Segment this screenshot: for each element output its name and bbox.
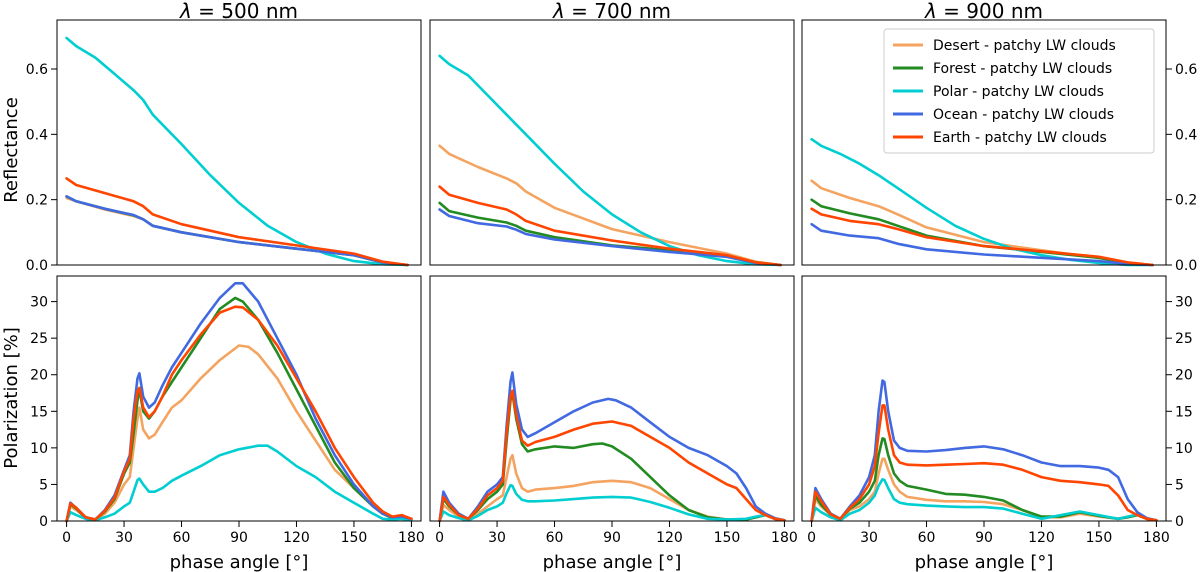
series-line-polar-r2c1 <box>65 444 413 523</box>
panel-title-700nm: λ = 700 nm <box>552 0 671 23</box>
y-tick-label-right-r1c3-2: 0.4 <box>1175 127 1197 143</box>
series-line-earth-r1c1 <box>65 177 409 267</box>
panel-frame-r1c2 <box>429 19 795 266</box>
x-tick-label-r2c3-30: 30 <box>860 530 878 546</box>
y-tick-label-left-r2c1-2: 10 <box>30 441 48 457</box>
series-line-polar-r1c1 <box>65 36 409 267</box>
series-line-polar-r2c3 <box>810 478 1158 523</box>
legend: Desert - patchy LW clouds Forest - patch… <box>883 28 1155 154</box>
x-tick-label-r2c2-0: 0 <box>435 530 444 546</box>
series-line-desert-r2c1 <box>65 344 413 523</box>
series-line-forest-r2c2 <box>438 391 786 523</box>
y-tick-label-right-r1c3-0: 0.0 <box>1175 258 1197 274</box>
x-tick-label-r2c1-30: 30 <box>115 530 133 546</box>
y-axis-title-reflectance: Reflectance <box>1 97 22 203</box>
x-tick-label-r2c1-0: 0 <box>62 530 71 546</box>
series-line-polar-r1c3 <box>810 137 1154 267</box>
y-tick-label-right-r2c3-6: 30 <box>1175 295 1193 311</box>
y-tick-label-left-r2c1-0: 0 <box>39 514 48 530</box>
y-tick-label-left-r2c1-4: 20 <box>30 368 48 384</box>
series-line-ocean-r1c3 <box>810 222 1154 267</box>
y-tick-label-right-r2c3-2: 10 <box>1175 441 1193 457</box>
x-tick-label-r2c3-150: 150 <box>1086 530 1113 546</box>
x-tick-label-r2c2-120: 120 <box>656 530 683 546</box>
series-line-polar-r1c2 <box>438 54 782 267</box>
legend-label-desert: Desert - patchy LW clouds <box>933 38 1116 54</box>
series-line-earth-r2c3 <box>810 404 1158 523</box>
y-tick-label-left-r2c1-1: 5 <box>39 477 48 493</box>
x-tick-label-r2c3-180: 180 <box>1143 530 1170 546</box>
y-tick-label-left-r2c1-5: 25 <box>30 331 48 347</box>
panel-frame-r2c1 <box>56 275 422 522</box>
panel-title-500nm: λ = 500 nm <box>179 0 298 23</box>
x-tick-label-r2c1-60: 60 <box>173 530 191 546</box>
series-line-ocean-r1c2 <box>438 208 782 267</box>
y-tick-label-right-r1c3-3: 0.6 <box>1175 62 1197 78</box>
legend-frame <box>883 28 1155 154</box>
x-tick-label-r2c3-60: 60 <box>918 530 936 546</box>
x-tick-label-r2c1-150: 150 <box>341 530 368 546</box>
legend-label-polar: Polar - patchy LW clouds <box>933 84 1104 100</box>
series-line-ocean-r2c2 <box>438 371 786 523</box>
x-tick-label-r2c3-0: 0 <box>807 530 816 546</box>
y-tick-label-left-r2c1-3: 15 <box>30 404 48 420</box>
x-tick-label-r2c1-90: 90 <box>230 530 248 546</box>
y-tick-label-left-r1c1-2: 0.4 <box>26 127 48 143</box>
x-tick-label-r2c2-60: 60 <box>546 530 564 546</box>
panel-frame-r1c3 <box>801 19 1167 266</box>
y-tick-label-right-r2c3-4: 20 <box>1175 368 1193 384</box>
panel-frame-r2c3 <box>801 275 1167 522</box>
x-tick-label-r2c2-180: 180 <box>771 530 798 546</box>
legend-label-forest: Forest - patchy LW clouds <box>933 61 1112 77</box>
panels-layer: 0.00.20.40.60.00.20.40.60 30 60 90 120 150 180… <box>26 19 1197 546</box>
y-tick-label-left-r2c1-6: 30 <box>30 295 48 311</box>
x-tick-label-r2c3-90: 90 <box>975 530 993 546</box>
x-axis-title-col-1: phase angle [°] <box>170 552 309 572</box>
y-tick-label-right-r2c3-3: 15 <box>1175 404 1193 420</box>
series-line-desert-r1c2 <box>438 144 782 267</box>
y-tick-label-right-r2c3-0: 0 <box>1175 514 1184 530</box>
y-axis-title-polarization: Polarization [%] <box>1 327 22 469</box>
series-line-earth-r1c2 <box>438 185 782 267</box>
y-tick-label-right-r2c3-5: 25 <box>1175 331 1193 347</box>
x-tick-label-r2c2-150: 150 <box>714 530 741 546</box>
x-tick-label-r2c2-90: 90 <box>603 530 621 546</box>
y-tick-label-right-r2c3-1: 5 <box>1175 477 1184 493</box>
y-tick-label-left-r1c1-1: 0.2 <box>26 193 48 209</box>
y-tick-label-right-r1c3-1: 0.2 <box>1175 193 1197 209</box>
series-line-earth-r1c3 <box>810 207 1154 267</box>
legend-label-ocean: Ocean - patchy LW clouds <box>933 107 1114 123</box>
y-tick-label-left-r1c1-3: 0.6 <box>26 62 48 78</box>
x-tick-label-r2c3-120: 120 <box>1028 530 1055 546</box>
y-tick-label-left-r1c1-0: 0.0 <box>26 258 48 274</box>
panel-frame-r1c1 <box>56 19 422 266</box>
x-tick-label-r2c1-120: 120 <box>283 530 310 546</box>
series-line-polar-r2c2 <box>438 483 786 523</box>
series-line-ocean-r1c1 <box>65 195 409 267</box>
x-tick-label-r2c2-30: 30 <box>488 530 506 546</box>
series-line-earth-r2c1 <box>65 305 413 523</box>
series-line-earth-r2c2 <box>438 389 786 523</box>
series-line-ocean-r2c3 <box>810 379 1158 523</box>
x-axis-title-col-2: phase angle [°] <box>543 552 682 572</box>
panel-title-900nm: λ = 900 nm <box>924 0 1043 23</box>
legend-label-earth: Earth - patchy LW clouds <box>933 130 1107 146</box>
x-tick-label-r2c1-180: 180 <box>398 530 425 546</box>
x-axis-title-col-3: phase angle [°] <box>915 552 1054 572</box>
